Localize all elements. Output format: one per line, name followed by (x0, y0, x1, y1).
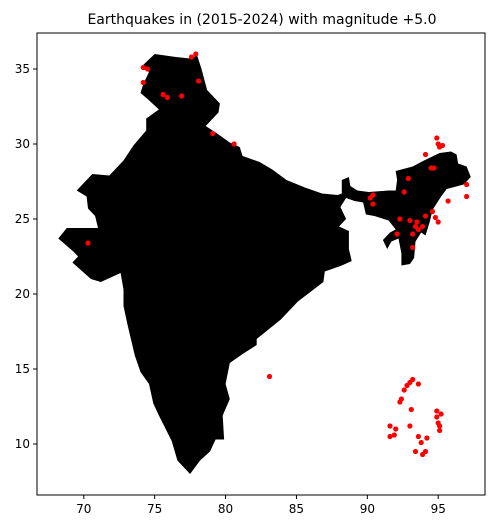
earthquake-point (397, 216, 403, 222)
earthquake-point (424, 435, 430, 441)
earthquake-point (420, 223, 426, 230)
x-tick-label: 95 (431, 502, 446, 516)
x-tick-label: 90 (360, 502, 375, 516)
earthquake-point (193, 51, 199, 57)
y-tick-label: 25 (15, 212, 30, 226)
earthquake-point (434, 135, 440, 141)
earthquake-point (145, 66, 151, 72)
earthquake-point (464, 193, 470, 200)
earthquake-point (196, 78, 202, 84)
earthquake-point (434, 408, 440, 414)
earthquake-point (414, 219, 420, 225)
earthquake-point (210, 130, 216, 137)
chart-title: Earthquakes in (2015-2024) with magnitud… (87, 12, 436, 28)
plot-frame (36, 32, 486, 496)
earthquake-point (188, 54, 195, 60)
earthquake-point (393, 426, 399, 432)
earthquake-point (231, 141, 237, 147)
earthquake-point (445, 198, 451, 204)
earthquake-point (387, 423, 393, 429)
y-axis: 10 15 20 25 30 35 (15, 62, 37, 451)
earthquake-point (140, 64, 146, 71)
y-tick-label: 35 (15, 62, 30, 76)
earthquake-point (266, 373, 273, 380)
earthquake-point (370, 192, 376, 198)
earthquake-point (394, 231, 400, 237)
earthquake-point (140, 79, 146, 86)
x-tick-label: 70 (76, 502, 91, 516)
earthquake-point (370, 201, 376, 207)
earthquake-point (438, 411, 444, 417)
earthquake-points (85, 51, 470, 458)
earthquake-point (415, 381, 421, 387)
earthquake-point (179, 93, 185, 99)
earthquake-point (85, 240, 91, 246)
earthquake-point (407, 217, 413, 224)
earthquake-point (415, 226, 421, 233)
x-tick-label: 75 (147, 502, 162, 516)
y-tick-label: 15 (15, 362, 30, 376)
plot-area (36, 32, 486, 496)
earthquake-point (435, 219, 441, 225)
earthquake-point (422, 213, 429, 219)
earthquake-point (437, 423, 443, 429)
earthquake-point (464, 181, 470, 188)
earthquake-point (410, 231, 416, 237)
y-tick-label: 30 (15, 137, 30, 151)
earthquake-point (401, 387, 407, 393)
earthquake-point (405, 175, 411, 182)
earthquake-point (407, 423, 413, 429)
earthquake-point (422, 448, 429, 455)
y-tick-label: 10 (15, 437, 30, 451)
earthquake-point (164, 94, 170, 101)
earthquake-point (415, 433, 421, 440)
earthquake-point (418, 439, 424, 446)
earthquake-point (391, 432, 397, 438)
earthquake-point (397, 399, 403, 405)
earthquake-point (434, 414, 440, 420)
x-tick-label: 80 (218, 502, 233, 516)
land-outline (58, 54, 471, 474)
earthquake-point (401, 189, 407, 195)
earthquake-point (429, 208, 436, 215)
earthquake-point (160, 91, 166, 98)
earthquake-point (412, 448, 419, 455)
earthquake-point (410, 244, 416, 251)
earthquake-point (422, 151, 429, 158)
earthquake-point (437, 427, 443, 434)
earthquake-point (408, 406, 414, 413)
x-axis: 70 75 80 85 90 95 (76, 495, 446, 516)
earthquake-point (439, 142, 446, 149)
x-tick-label: 85 (289, 502, 304, 516)
earthquake-point (432, 214, 438, 221)
y-tick-label: 20 (15, 287, 30, 301)
earthquake-point (404, 382, 410, 389)
earthquake-point (431, 165, 437, 171)
earthquake-point (387, 433, 393, 440)
